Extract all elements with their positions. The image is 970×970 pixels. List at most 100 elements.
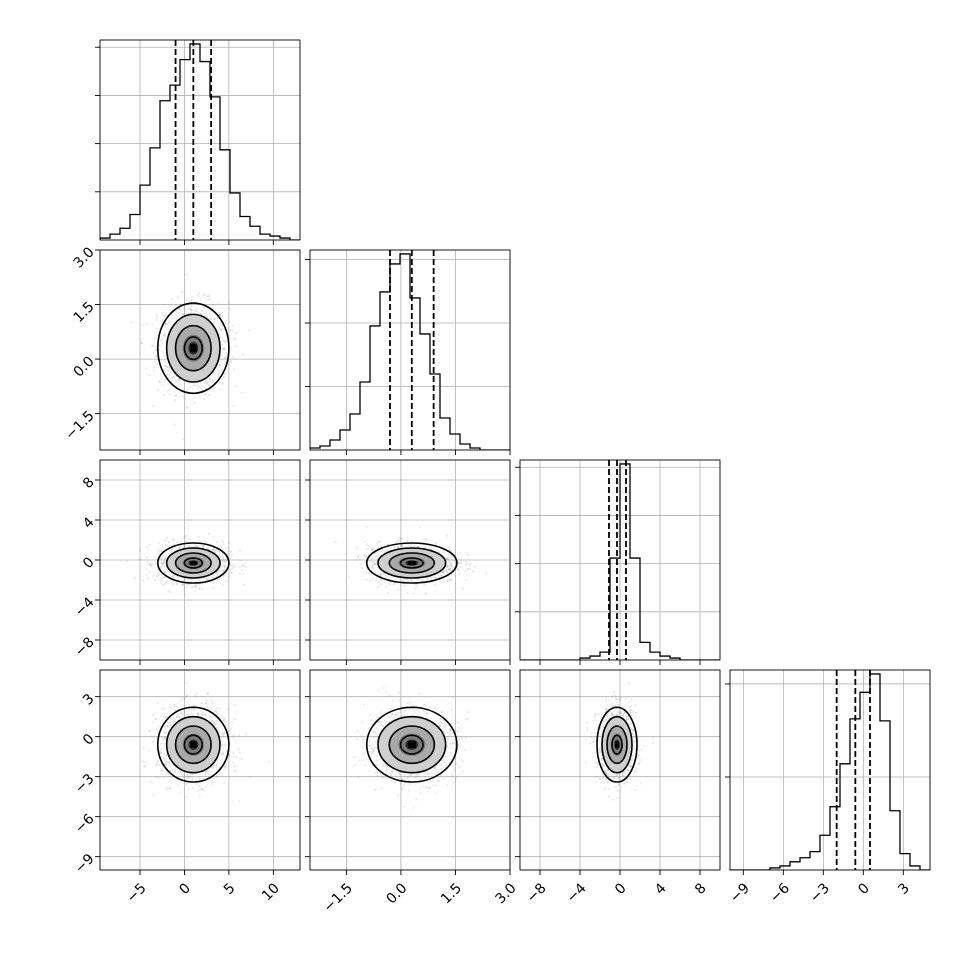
scatter-point <box>153 337 156 340</box>
scatter-point <box>394 774 397 777</box>
scatter-point <box>449 578 452 581</box>
scatter-point <box>218 381 221 384</box>
scatter-point <box>164 557 167 560</box>
scatter-point <box>224 356 227 359</box>
scatter-point <box>212 721 216 725</box>
scatter-point <box>145 322 148 325</box>
scatter-point <box>220 328 223 331</box>
scatter-point <box>221 568 225 572</box>
scatter-point <box>221 541 225 544</box>
scatter-point <box>175 715 179 719</box>
scatter-point <box>212 303 215 307</box>
scatter-point <box>190 585 193 588</box>
scatter-point <box>442 569 446 572</box>
histogram-2 <box>520 463 720 660</box>
scatter-point <box>398 773 401 776</box>
scatter-point <box>268 760 271 763</box>
scatter-point <box>222 747 225 750</box>
scatter-point <box>421 709 424 712</box>
scatter-point <box>164 364 167 368</box>
scatter-point <box>605 708 608 711</box>
scatter-point <box>445 566 449 569</box>
scatter-point <box>600 757 604 760</box>
scatter-point <box>408 707 411 710</box>
scatter-point <box>594 780 598 783</box>
scatter-point <box>164 360 167 363</box>
scatter-point <box>163 355 166 358</box>
scatter-point <box>181 773 184 776</box>
scatter-point <box>232 355 235 359</box>
scatter-point <box>400 545 403 548</box>
scatter-point <box>233 769 236 772</box>
scatter-point <box>163 737 166 740</box>
scatter-point <box>163 561 166 564</box>
scatter-point <box>178 715 181 719</box>
scatter-point <box>184 308 187 311</box>
y-tick-label: 4 <box>80 514 98 532</box>
scatter-point <box>223 356 226 359</box>
x-tick-label: 5 <box>221 880 239 898</box>
scatter-point <box>160 737 164 740</box>
scatter-point <box>248 329 251 332</box>
scatter-point <box>154 348 158 352</box>
scatter-point <box>233 765 236 768</box>
scatter-point <box>379 540 382 543</box>
x-tick-label: 0 <box>176 880 194 898</box>
scatter-point <box>441 571 445 574</box>
scatter-point <box>188 307 191 310</box>
scatter-point <box>200 702 203 705</box>
scatter-point <box>151 345 154 348</box>
scatter-point <box>158 380 161 383</box>
scatter-point <box>163 582 166 586</box>
scatter-point <box>215 707 219 710</box>
scatter-point <box>450 561 453 564</box>
x-tick-label: 1.5 <box>438 880 465 907</box>
density-peak <box>407 741 416 749</box>
y-tick-label: −3 <box>72 771 98 797</box>
scatter-point <box>605 771 608 774</box>
scatter-point <box>234 770 237 773</box>
scatter-point <box>220 743 223 746</box>
scatter-point <box>355 558 358 561</box>
scatter-point <box>366 526 369 529</box>
scatter-point <box>432 784 435 787</box>
scatter-point <box>155 358 158 362</box>
scatter-point <box>353 763 356 767</box>
scatter-point <box>223 781 226 784</box>
scatter-point <box>145 367 148 370</box>
scatter-point <box>195 692 198 695</box>
scatter-point <box>380 775 384 779</box>
scatter-point <box>189 709 192 712</box>
scatter-point <box>170 376 173 379</box>
scatter-point <box>154 717 157 720</box>
y-tick-label: 8 <box>80 474 98 492</box>
x-tick-label: −5 <box>124 880 150 906</box>
panel-frame <box>99 249 301 451</box>
scatter-point <box>373 562 377 565</box>
scatter-point <box>155 318 158 322</box>
scatter-point <box>213 764 216 768</box>
scatter-point <box>192 708 195 711</box>
scatter-point <box>174 394 177 397</box>
scatter-point <box>464 551 467 554</box>
scatter-point <box>371 560 374 563</box>
scatter-point <box>395 714 398 717</box>
scatter-point <box>368 770 371 773</box>
scatter-point <box>400 714 404 717</box>
scatter-point <box>185 312 188 315</box>
scatter-point <box>229 328 232 331</box>
scatter-point <box>184 593 187 596</box>
scatter-point <box>189 308 193 311</box>
scatter-point <box>204 702 207 705</box>
scatter-point <box>347 575 350 578</box>
scatter-point <box>396 588 400 592</box>
scatter-point <box>452 559 455 562</box>
scatter-point <box>164 322 167 326</box>
scatter-point <box>402 784 406 787</box>
scatter-point <box>218 364 221 367</box>
scatter-point <box>375 727 378 730</box>
scatter-point <box>466 711 469 714</box>
scatter-point <box>202 293 205 296</box>
scatter-point <box>205 578 209 581</box>
